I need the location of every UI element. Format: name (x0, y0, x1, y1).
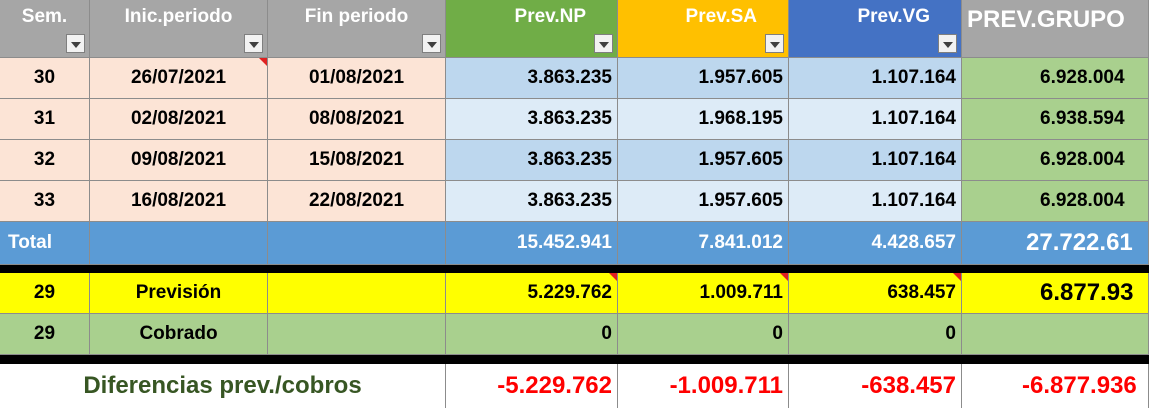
cell-fin[interactable]: 08/08/2021 (268, 99, 446, 140)
cell-prev-vg[interactable]: 1.107.164 (789, 99, 962, 140)
total-prev-vg[interactable]: 4.428.657 (789, 222, 962, 265)
total-prev-sa[interactable]: 7.841.012 (618, 222, 789, 265)
diferencias-prev-grupo[interactable]: -6.877.936 (962, 364, 1149, 408)
header-row: Sem. Inic.periodo Fin periodo Prev.NP Pr… (0, 0, 1149, 58)
filter-dropdown-icon[interactable] (594, 34, 613, 53)
prevision-label[interactable]: Previsión (90, 273, 268, 314)
cell-prev-grupo[interactable]: 6.928.004 (962, 181, 1149, 222)
total-row: Total 15.452.941 7.841.012 4.428.657 27.… (0, 222, 1149, 265)
cell-prev-vg[interactable]: 1.107.164 (789, 58, 962, 99)
divider (0, 355, 1149, 364)
table-row: 33 16/08/2021 22/08/2021 3.863.235 1.957… (0, 181, 1149, 222)
cell-prev-grupo[interactable]: 6.938.594 (962, 99, 1149, 140)
cell-sem[interactable]: 33 (0, 181, 90, 222)
header-prev-np: Prev.NP (446, 0, 618, 58)
diferencias-prev-vg[interactable]: -638.457 (789, 364, 962, 408)
header-prev-grupo-label: PREV.GRUPO (967, 6, 1125, 33)
header-fin: Fin periodo (268, 0, 446, 58)
prevision-prev-sa[interactable]: 1.009.711 (618, 273, 789, 314)
prevision-prev-np[interactable]: 5.229.762 (446, 273, 618, 314)
diferencias-label[interactable]: Diferencias prev./cobros (0, 364, 446, 408)
filter-dropdown-icon[interactable] (938, 34, 957, 53)
cell-prev-grupo[interactable]: 6.928.004 (962, 58, 1149, 99)
cell-inicio[interactable]: 26/07/2021 (90, 58, 268, 99)
diferencias-prev-sa[interactable]: -1.009.711 (618, 364, 789, 408)
diferencias-row: Diferencias prev./cobros -5.229.762 -1.0… (0, 364, 1149, 408)
header-prev-grupo: PREV.GRUPO (962, 0, 1149, 58)
header-sem: Sem. (0, 0, 90, 58)
header-fin-label: Fin periodo (304, 6, 409, 27)
cell-prev-np[interactable]: 3.863.235 (446, 140, 618, 181)
cell-prev-np[interactable]: 3.863.235 (446, 58, 618, 99)
cobrado-prev-vg[interactable]: 0 (789, 314, 962, 355)
header-inicio-label: Inic.periodo (124, 6, 233, 27)
cobrado-label[interactable]: Cobrado (90, 314, 268, 355)
cobrado-prev-sa[interactable]: 0 (618, 314, 789, 355)
cell-inicio[interactable]: 16/08/2021 (90, 181, 268, 222)
header-prev-np-label: Prev.NP (514, 6, 586, 27)
cell-prev-sa[interactable]: 1.968.195 (618, 99, 789, 140)
table-row: 32 09/08/2021 15/08/2021 3.863.235 1.957… (0, 140, 1149, 181)
prevision-row: 29 Previsión 5.229.762 1.009.711 638.457… (0, 273, 1149, 314)
cobrado-row: 29 Cobrado 0 0 0 (0, 314, 1149, 355)
prevision-prev-vg[interactable]: 638.457 (789, 273, 962, 314)
total-empty-cell[interactable] (90, 222, 268, 265)
cell-inicio[interactable]: 09/08/2021 (90, 140, 268, 181)
cell-prev-grupo[interactable]: 6.928.004 (962, 140, 1149, 181)
cobrado-empty-cell[interactable] (268, 314, 446, 355)
cell-prev-np[interactable]: 3.863.235 (446, 99, 618, 140)
table-row: 30 26/07/2021 01/08/2021 3.863.235 1.957… (0, 58, 1149, 99)
cell-sem[interactable]: 30 (0, 58, 90, 99)
header-prev-vg-label: Prev.VG (857, 6, 930, 27)
total-prev-grupo[interactable]: 27.722.61 (962, 222, 1149, 265)
total-empty-cell[interactable] (268, 222, 446, 265)
cell-prev-sa[interactable]: 1.957.605 (618, 58, 789, 99)
total-label[interactable]: Total (0, 222, 90, 265)
cobrado-empty-cell[interactable] (962, 314, 1149, 355)
cell-fin[interactable]: 01/08/2021 (268, 58, 446, 99)
cell-sem[interactable]: 32 (0, 140, 90, 181)
cell-prev-vg[interactable]: 1.107.164 (789, 181, 962, 222)
cell-prev-vg[interactable]: 1.107.164 (789, 140, 962, 181)
prevision-prev-grupo[interactable]: 6.877.93 (962, 273, 1149, 314)
cell-inicio[interactable]: 02/08/2021 (90, 99, 268, 140)
cobrado-prev-np[interactable]: 0 (446, 314, 618, 355)
header-inicio: Inic.periodo (90, 0, 268, 58)
divider (0, 265, 1149, 273)
filter-dropdown-icon[interactable] (244, 34, 263, 53)
diferencias-prev-np[interactable]: -5.229.762 (446, 364, 618, 408)
table-row: 31 02/08/2021 08/08/2021 3.863.235 1.968… (0, 99, 1149, 140)
header-prev-sa-label: Prev.SA (685, 6, 757, 27)
filter-dropdown-icon[interactable] (765, 34, 784, 53)
cell-prev-sa[interactable]: 1.957.605 (618, 181, 789, 222)
cobrado-sem[interactable]: 29 (0, 314, 90, 355)
cell-prev-sa[interactable]: 1.957.605 (618, 140, 789, 181)
header-sem-label: Sem. (21, 6, 68, 27)
prevision-sem[interactable]: 29 (0, 273, 90, 314)
cell-fin[interactable]: 22/08/2021 (268, 181, 446, 222)
cell-prev-np[interactable]: 3.863.235 (446, 181, 618, 222)
cell-sem[interactable]: 31 (0, 99, 90, 140)
cell-fin[interactable]: 15/08/2021 (268, 140, 446, 181)
prevision-empty-cell[interactable] (268, 273, 446, 314)
header-prev-sa: Prev.SA (618, 0, 789, 58)
filter-dropdown-icon[interactable] (422, 34, 441, 53)
total-prev-np[interactable]: 15.452.941 (446, 222, 618, 265)
header-prev-vg: Prev.VG (789, 0, 962, 58)
filter-dropdown-icon[interactable] (66, 34, 85, 53)
